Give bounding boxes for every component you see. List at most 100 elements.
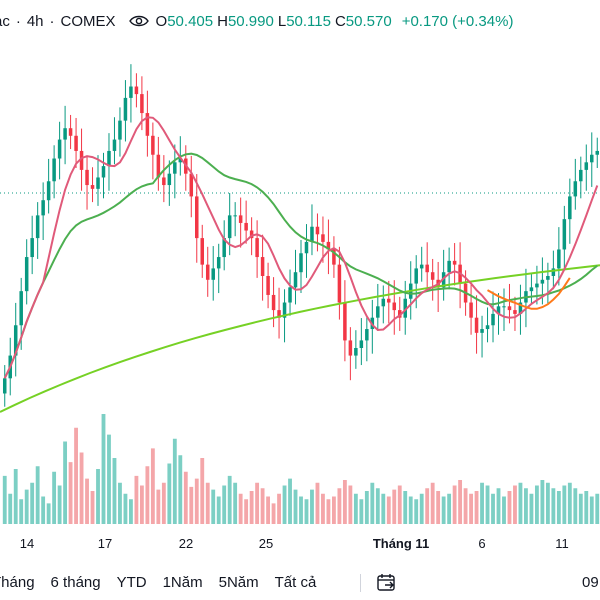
volume-bar (200, 458, 205, 524)
candle-body (590, 154, 594, 163)
candle-body (19, 291, 23, 326)
interval[interactable]: 4h (26, 12, 44, 30)
ohlc-values: O50.405 H50.990 L50.115 C50.570 +0.170 (… (156, 13, 514, 30)
candle-body (321, 234, 325, 242)
candle-body (387, 298, 391, 303)
range-ytd-button[interactable]: YTD (116, 573, 147, 591)
candle-body (156, 154, 161, 178)
candle-body (162, 177, 166, 186)
volume-bar (326, 499, 331, 524)
candle-body (359, 340, 364, 348)
candle-body (112, 139, 117, 151)
candle-body (579, 169, 583, 182)
candle-body (211, 268, 215, 280)
volume-bar (85, 478, 89, 524)
calendar-goto-icon[interactable] (376, 572, 398, 592)
volume-bar (222, 485, 227, 524)
candle-body (63, 128, 67, 140)
volume-bar (288, 478, 292, 524)
range-all-button[interactable]: Tất cả (274, 573, 317, 591)
candle-body (85, 169, 89, 186)
candle-body (244, 222, 248, 231)
separator: · (49, 12, 55, 30)
candle-body (151, 135, 155, 155)
candle-body (430, 272, 435, 280)
candle-body (381, 298, 386, 307)
volume-bar (595, 493, 600, 524)
candle-body (123, 97, 128, 121)
volume-bar (139, 485, 144, 524)
candle-body (195, 196, 199, 239)
volume-bar (518, 482, 523, 524)
candlesticks (2, 64, 600, 407)
candle-body (266, 276, 270, 295)
candle-body (337, 264, 342, 303)
volume-bar (502, 496, 506, 524)
volume-bar (436, 491, 441, 524)
volume-bar (90, 491, 95, 524)
volume-bar (35, 466, 40, 524)
candle-body (584, 162, 589, 170)
range-6month-button[interactable]: 6 tháng (50, 573, 101, 591)
candle-body (238, 215, 243, 223)
candle-body (30, 238, 34, 258)
volume-bar (370, 482, 375, 524)
volume-bar (118, 482, 122, 524)
candle-body (216, 257, 221, 269)
divider (360, 574, 361, 592)
candle-body (376, 306, 380, 318)
volume-bar (321, 493, 325, 524)
volume-bar (255, 482, 260, 524)
candle-body (343, 302, 347, 341)
candle-body (90, 185, 95, 189)
volume-bar (304, 499, 309, 524)
candle-body (310, 226, 314, 242)
candle-body (74, 135, 78, 151)
volume-bar (348, 485, 353, 524)
range-5year-button[interactable]: 5Năm (218, 573, 259, 591)
symbol-legend: ạc · 4h · COMEX O50.405 H50.990 L50.115 … (0, 8, 513, 34)
volume-bar (463, 488, 468, 524)
candle-body (348, 340, 353, 356)
volume-bar (392, 489, 397, 524)
volume-bar (299, 496, 303, 524)
range-month-button[interactable]: Tháng (0, 573, 35, 591)
candle-body (474, 317, 479, 333)
volume-bar (529, 493, 534, 524)
candle-body (518, 302, 523, 314)
candle-body (96, 177, 100, 189)
candle-body (354, 348, 358, 356)
volume-bar (315, 482, 320, 524)
candle-body (255, 238, 259, 258)
candle-body (167, 173, 172, 186)
volume-bar (96, 469, 100, 524)
x-tick-month: Tháng 11 (372, 536, 430, 551)
candle-body (222, 238, 226, 258)
candle-body (260, 257, 265, 276)
candle-body (491, 313, 495, 326)
range-1year-button[interactable]: 1Năm (162, 573, 203, 591)
volume-bars (2, 414, 600, 524)
volume-bar (145, 466, 150, 524)
volume-bar (474, 491, 479, 524)
volume-bar (485, 485, 490, 524)
volume-bar (375, 488, 380, 524)
volume-bar (534, 485, 539, 524)
candle-body (178, 158, 183, 163)
volume-bar (524, 488, 528, 524)
candle-body (595, 150, 600, 155)
open-value: O50.405 (155, 12, 214, 30)
candle-body (403, 298, 407, 318)
volume-bar (74, 427, 78, 524)
volume-bar (408, 496, 413, 524)
volume-bar (107, 434, 111, 524)
candle-body (480, 329, 484, 333)
ma-fast-line (3, 116, 599, 379)
candle-body (299, 253, 303, 273)
x-tick: 17 (97, 536, 113, 551)
eye-icon[interactable] (128, 12, 150, 30)
symbol-name[interactable]: ạc (0, 12, 10, 30)
volume-bar (112, 458, 117, 524)
candle-body (2, 378, 7, 394)
